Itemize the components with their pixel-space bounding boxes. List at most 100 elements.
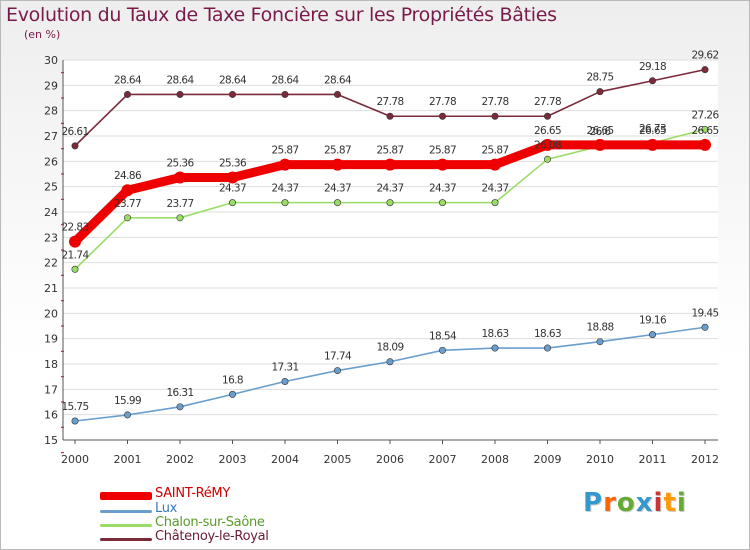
data-point bbox=[69, 235, 81, 248]
x-tick-label: 2010 bbox=[586, 453, 614, 466]
data-label: 26.6 bbox=[590, 126, 612, 138]
data-label: 26.65 bbox=[691, 125, 718, 137]
x-tick-label: 2004 bbox=[271, 453, 299, 466]
y-tick-label: 24 bbox=[44, 206, 58, 219]
data-label: 29.62 bbox=[691, 50, 718, 62]
data-label: 27.78 bbox=[534, 96, 561, 108]
data-point bbox=[648, 77, 656, 85]
x-tick-label: 2002 bbox=[166, 453, 194, 466]
data-label: 19.45 bbox=[691, 307, 718, 319]
data-label: 18.88 bbox=[586, 322, 613, 334]
data-point bbox=[543, 112, 551, 120]
data-label: 24.37 bbox=[376, 183, 403, 195]
legend-label: Chalon-sur-Saône bbox=[155, 515, 265, 530]
logo-letter: i bbox=[676, 488, 687, 518]
proxiti-logo: Proxiti bbox=[583, 488, 687, 518]
data-label: 24.37 bbox=[481, 183, 508, 195]
legend-label: Châtenoy-le-Royal bbox=[155, 529, 269, 544]
data-label: 28.75 bbox=[586, 72, 613, 84]
data-label: 26.61 bbox=[61, 126, 88, 138]
data-label: 29.18 bbox=[639, 61, 666, 73]
data-point bbox=[174, 171, 186, 184]
data-point bbox=[176, 90, 184, 98]
data-point bbox=[701, 323, 709, 331]
data-label: 28.64 bbox=[166, 74, 194, 86]
logo-letter: x bbox=[635, 488, 654, 518]
data-label: 24.86 bbox=[114, 170, 142, 182]
data-point bbox=[489, 158, 501, 171]
data-point bbox=[333, 199, 341, 207]
data-point bbox=[121, 184, 134, 197]
data-label: 24.37 bbox=[429, 183, 456, 195]
data-point bbox=[491, 344, 499, 352]
data-label: 15.75 bbox=[61, 401, 88, 413]
data-point bbox=[124, 214, 132, 222]
data-point bbox=[229, 390, 237, 398]
y-tick-label: 18 bbox=[44, 358, 58, 371]
data-point bbox=[594, 138, 606, 151]
x-tick-label: 2001 bbox=[114, 453, 142, 466]
data-point bbox=[281, 377, 289, 385]
data-label: 27.78 bbox=[481, 96, 508, 108]
y-tick-label: 23 bbox=[44, 231, 58, 244]
legend-swatch bbox=[100, 524, 152, 527]
data-label: 24.37 bbox=[324, 183, 351, 195]
y-tick-label: 29 bbox=[44, 79, 58, 92]
y-tick-label: 22 bbox=[44, 257, 58, 270]
data-label: 15.99 bbox=[114, 395, 141, 407]
y-tick-label: 25 bbox=[44, 181, 58, 194]
data-label: 28.64 bbox=[271, 74, 299, 86]
data-point bbox=[386, 358, 394, 366]
logo-letter: i bbox=[653, 488, 664, 518]
data-point bbox=[438, 199, 446, 207]
data-label: 21.74 bbox=[61, 249, 89, 261]
y-tick-label: 15 bbox=[44, 434, 58, 447]
y-tick-label: 17 bbox=[44, 383, 58, 396]
x-tick-label: 2006 bbox=[376, 453, 404, 466]
data-label: 19.16 bbox=[639, 315, 667, 327]
x-tick-label: 2003 bbox=[219, 453, 247, 466]
data-label: 26.08 bbox=[534, 139, 561, 151]
data-label: 26.65 bbox=[639, 125, 666, 137]
data-label: 16.31 bbox=[166, 387, 193, 399]
data-label: 25.36 bbox=[166, 158, 194, 170]
data-point bbox=[541, 138, 554, 151]
data-point bbox=[176, 403, 184, 411]
data-point bbox=[229, 90, 237, 98]
data-label: 28.64 bbox=[114, 74, 142, 86]
data-point bbox=[71, 265, 79, 273]
data-point bbox=[279, 158, 291, 171]
legend-swatch bbox=[100, 492, 152, 500]
y-tick-label: 28 bbox=[44, 105, 58, 118]
data-point bbox=[386, 199, 394, 207]
data-label: 16.8 bbox=[222, 374, 243, 386]
y-axis-label: (en %) bbox=[24, 28, 61, 41]
data-label: 22.83 bbox=[61, 222, 88, 234]
data-label: 23.77 bbox=[166, 198, 193, 210]
data-point bbox=[438, 346, 446, 354]
data-label: 18.54 bbox=[429, 330, 457, 342]
data-label: 26.73 bbox=[639, 123, 666, 135]
y-tick-label: 20 bbox=[44, 307, 58, 320]
x-tick-label: 2012 bbox=[691, 453, 719, 466]
data-point bbox=[491, 112, 499, 120]
y-tick-label: 26 bbox=[44, 155, 58, 168]
data-point bbox=[71, 142, 79, 150]
logo-letter: o bbox=[616, 488, 636, 518]
data-point bbox=[543, 344, 551, 352]
x-tick-label: 2008 bbox=[481, 453, 509, 466]
data-point bbox=[436, 158, 449, 171]
data-point bbox=[438, 112, 446, 120]
data-point bbox=[384, 158, 396, 171]
data-label: 27.78 bbox=[376, 96, 403, 108]
data-point bbox=[331, 158, 344, 171]
data-label: 24.37 bbox=[219, 183, 246, 195]
data-label: 24.37 bbox=[271, 183, 298, 195]
x-tick-label: 2000 bbox=[61, 453, 89, 466]
data-point bbox=[281, 90, 289, 98]
data-label: 17.31 bbox=[271, 361, 298, 373]
data-point bbox=[176, 214, 184, 222]
y-tick-label: 16 bbox=[44, 409, 58, 422]
data-point bbox=[596, 88, 604, 96]
data-point bbox=[699, 138, 711, 151]
